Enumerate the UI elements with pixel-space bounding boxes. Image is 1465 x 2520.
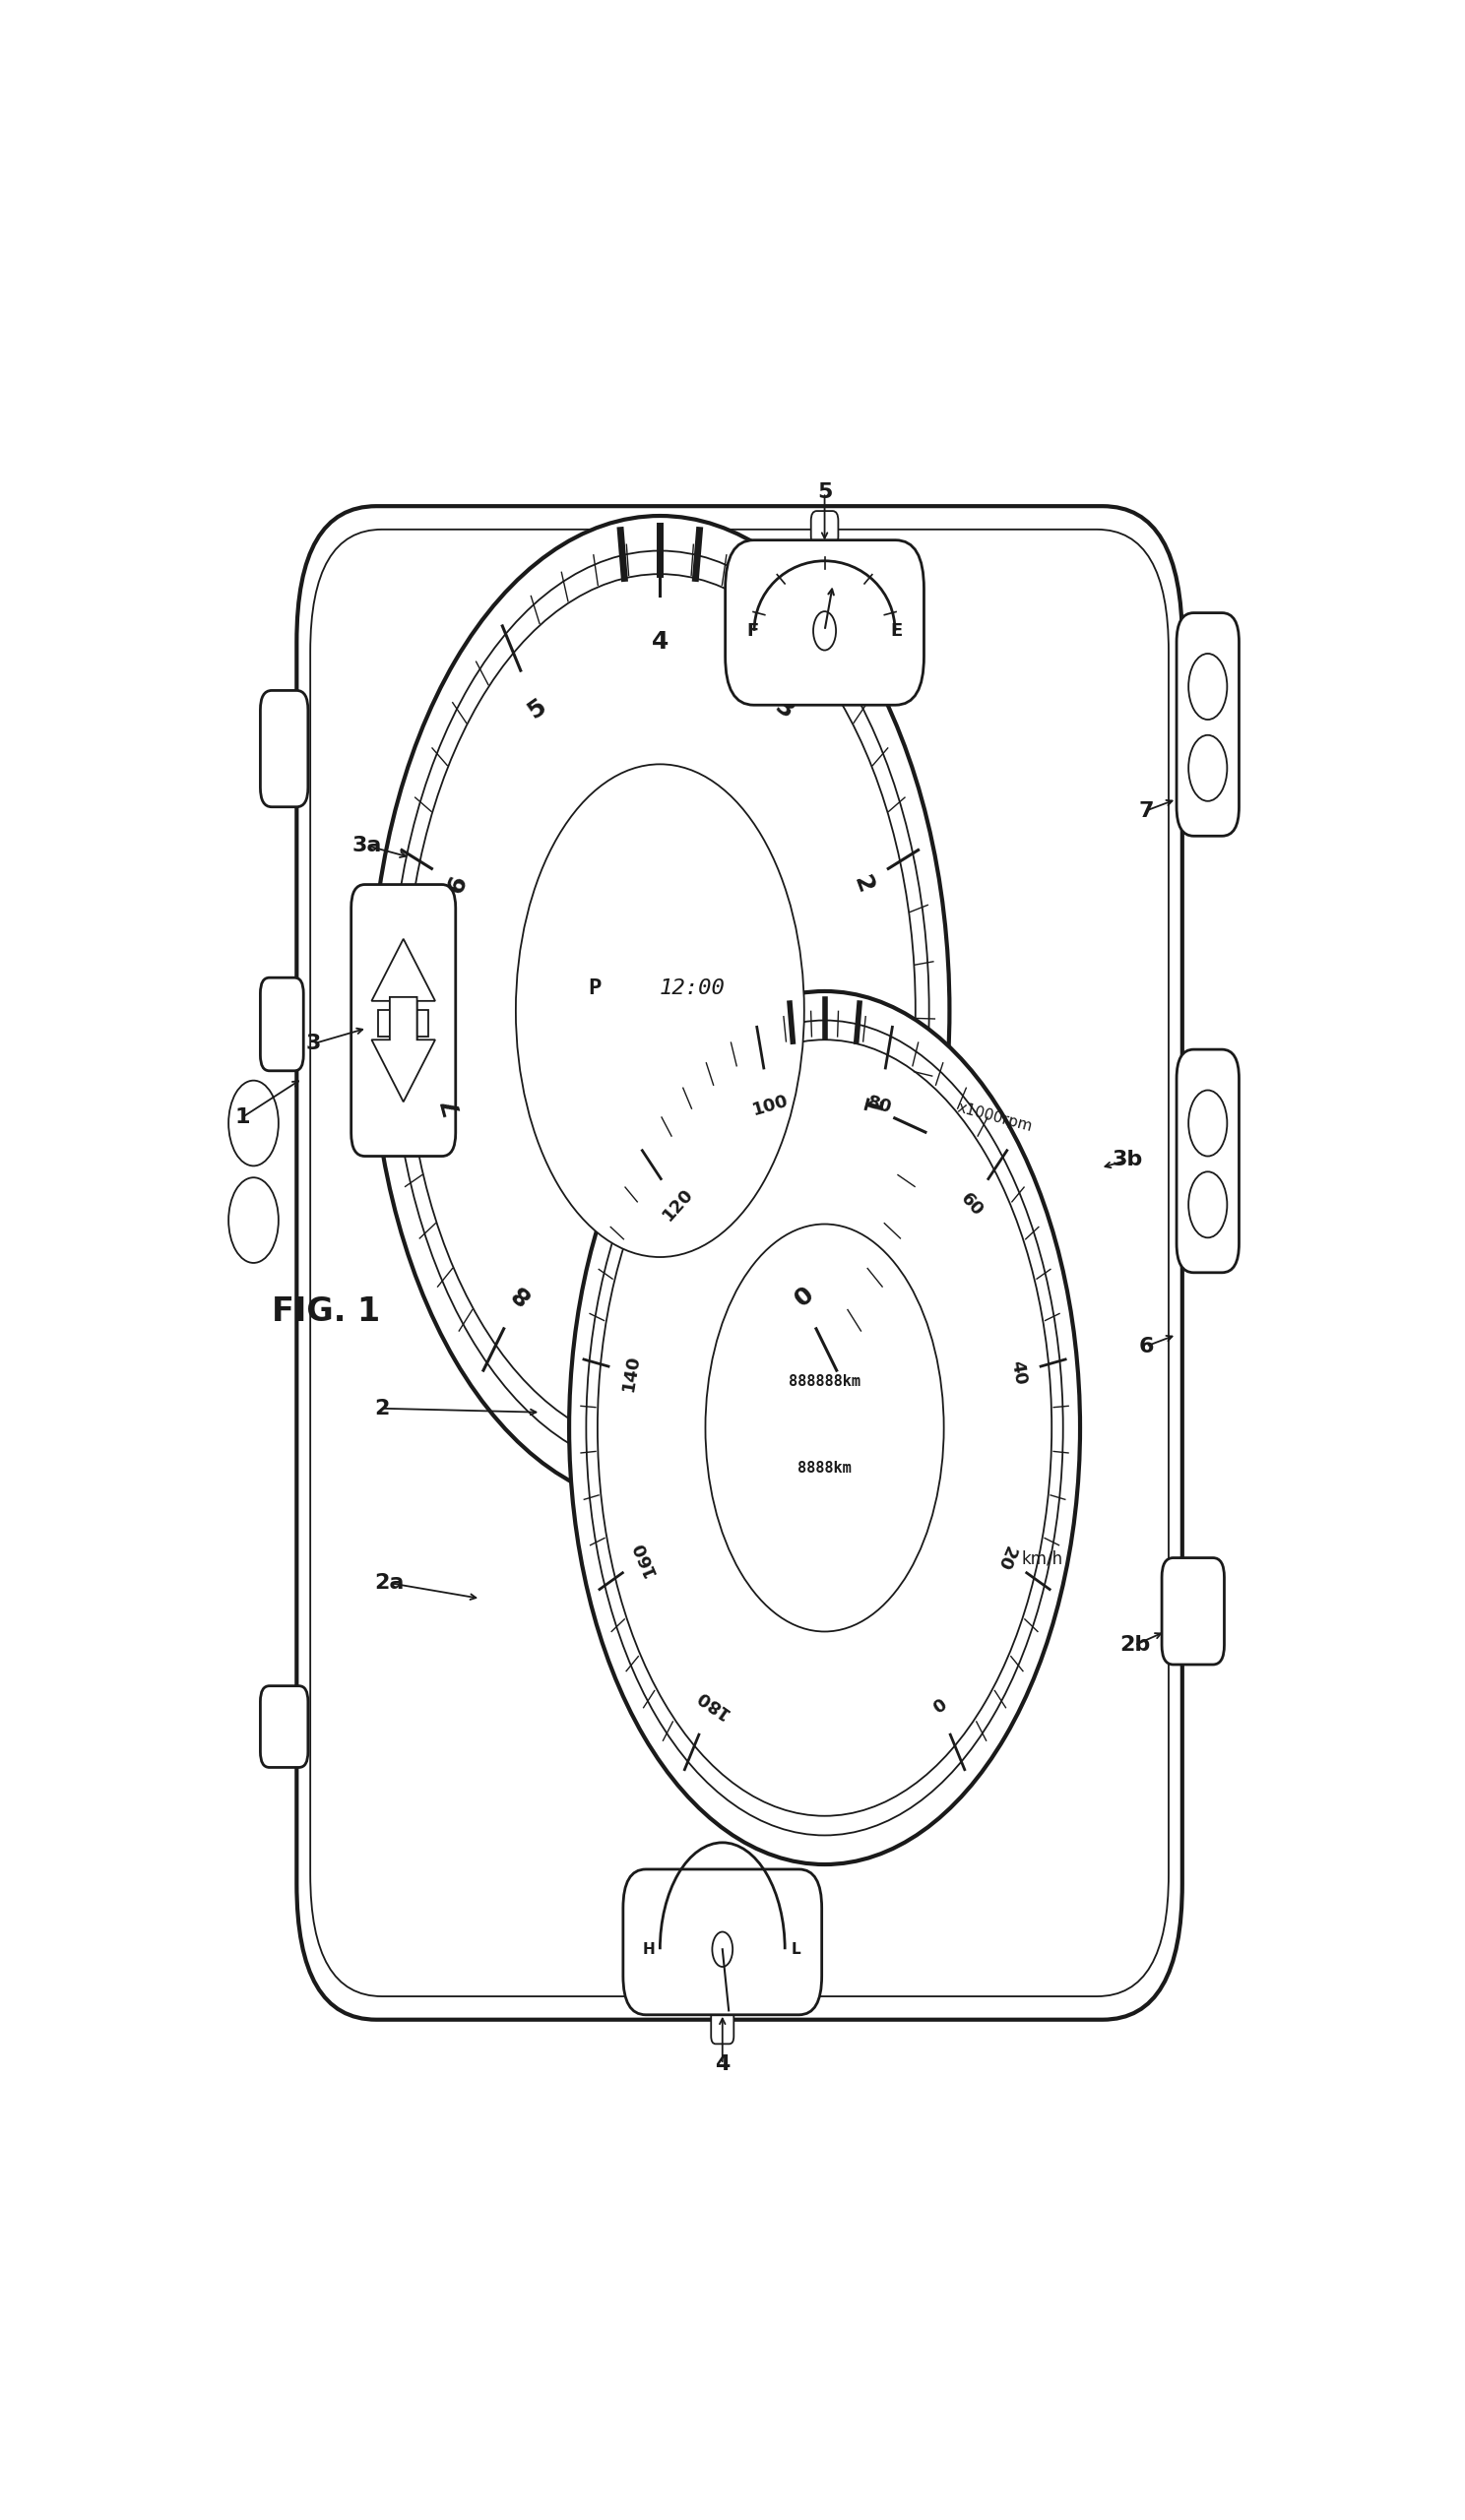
Text: km/h: km/h	[1021, 1550, 1062, 1567]
Circle shape	[1188, 1091, 1228, 1157]
Text: 4: 4	[715, 2054, 730, 2074]
Circle shape	[813, 612, 837, 650]
Text: 0: 0	[784, 1278, 813, 1308]
Text: 2b: 2b	[1119, 1635, 1150, 1656]
Polygon shape	[372, 940, 435, 1043]
Polygon shape	[372, 998, 435, 1101]
FancyBboxPatch shape	[812, 512, 838, 547]
Circle shape	[529, 786, 791, 1235]
Circle shape	[229, 1177, 278, 1263]
Text: 120: 120	[659, 1184, 697, 1225]
Text: 8: 8	[507, 1278, 536, 1308]
Circle shape	[1188, 736, 1228, 801]
Text: 140: 140	[620, 1353, 643, 1394]
Text: 3b: 3b	[1112, 1149, 1143, 1169]
Text: 180: 180	[691, 1686, 732, 1721]
Circle shape	[712, 1933, 732, 1966]
Text: 0: 0	[927, 1691, 948, 1714]
Text: 6: 6	[1138, 1336, 1153, 1356]
Text: 8888km: 8888km	[797, 1462, 851, 1477]
FancyBboxPatch shape	[1162, 1557, 1225, 1666]
Text: P: P	[587, 978, 601, 998]
FancyBboxPatch shape	[296, 507, 1182, 2019]
Bar	[378, 1011, 428, 1036]
Text: E: E	[891, 622, 902, 640]
Text: 1: 1	[854, 1094, 882, 1116]
Text: 2a: 2a	[375, 1572, 404, 1593]
Text: L: L	[791, 1943, 801, 1956]
Text: 160: 160	[628, 1537, 659, 1578]
FancyBboxPatch shape	[1176, 1048, 1239, 1273]
Text: 3a: 3a	[352, 837, 382, 857]
Circle shape	[371, 517, 949, 1504]
Text: 100: 100	[750, 1091, 790, 1119]
Text: 6: 6	[444, 872, 472, 897]
Circle shape	[716, 1242, 933, 1613]
FancyBboxPatch shape	[725, 539, 924, 706]
Text: 60: 60	[957, 1189, 986, 1220]
Text: 888888km: 888888km	[788, 1373, 860, 1389]
Text: 3: 3	[306, 1033, 321, 1053]
Text: 3: 3	[771, 693, 797, 723]
Text: H: H	[643, 1943, 655, 1956]
FancyBboxPatch shape	[261, 690, 308, 806]
Text: 1: 1	[234, 1106, 251, 1126]
Text: 12:00: 12:00	[659, 978, 725, 998]
Text: 40: 40	[1008, 1358, 1028, 1386]
Text: 7: 7	[438, 1094, 466, 1116]
Text: FIG. 1: FIG. 1	[271, 1295, 379, 1328]
Circle shape	[1188, 653, 1228, 721]
Text: 7: 7	[1138, 801, 1153, 822]
Text: 5: 5	[523, 693, 549, 723]
Text: 20: 20	[993, 1542, 1018, 1572]
Circle shape	[705, 1225, 943, 1630]
Text: 80: 80	[864, 1094, 894, 1116]
FancyBboxPatch shape	[261, 978, 303, 1071]
Text: 5: 5	[817, 484, 832, 501]
FancyBboxPatch shape	[352, 885, 456, 1157]
FancyBboxPatch shape	[711, 2008, 734, 2044]
Text: F: F	[747, 622, 759, 640]
Text: x1000rpm: x1000rpm	[955, 1101, 1034, 1134]
Circle shape	[568, 990, 1080, 1865]
FancyBboxPatch shape	[1176, 612, 1239, 837]
Circle shape	[1188, 1172, 1228, 1237]
Text: 2: 2	[374, 1399, 390, 1419]
Text: 2: 2	[848, 872, 876, 897]
Circle shape	[516, 764, 804, 1257]
Circle shape	[229, 1081, 278, 1167]
FancyBboxPatch shape	[261, 1686, 308, 1767]
Text: 4: 4	[652, 630, 668, 653]
FancyBboxPatch shape	[623, 1870, 822, 2016]
